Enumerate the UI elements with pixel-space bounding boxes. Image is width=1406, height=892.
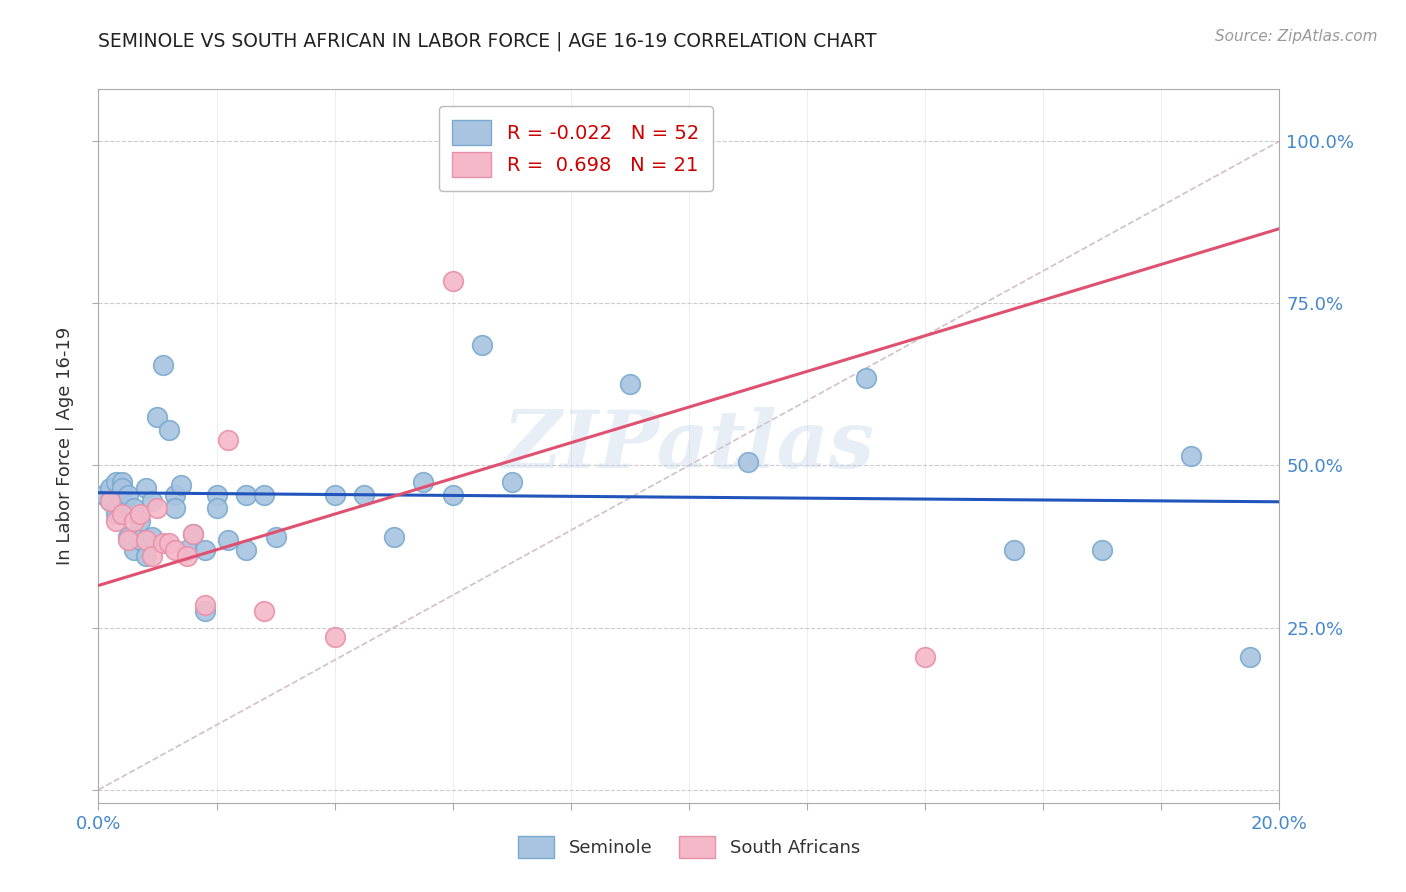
- Point: [176, 542, 198, 557]
- Point: [122, 542, 145, 557]
- Point: [353, 488, 375, 502]
- Point: [105, 514, 128, 528]
- Point: [170, 478, 193, 492]
- Point: [105, 475, 128, 489]
- Point: [1091, 542, 1114, 557]
- Point: [111, 494, 134, 508]
- Point: [141, 549, 163, 564]
- Point: [471, 338, 494, 352]
- Point: [176, 549, 198, 564]
- Point: [135, 549, 157, 564]
- Point: [619, 377, 641, 392]
- Point: [105, 500, 128, 515]
- Point: [217, 533, 239, 547]
- Point: [914, 649, 936, 664]
- Point: [98, 494, 121, 508]
- Point: [117, 530, 139, 544]
- Point: [122, 514, 145, 528]
- Point: [1239, 649, 1261, 664]
- Point: [678, 134, 700, 148]
- Point: [141, 530, 163, 544]
- Point: [135, 481, 157, 495]
- Point: [253, 488, 276, 502]
- Point: [1002, 542, 1025, 557]
- Point: [105, 507, 128, 521]
- Point: [128, 514, 150, 528]
- Legend: Seminole, South Africans: Seminole, South Africans: [510, 829, 868, 865]
- Point: [501, 475, 523, 489]
- Point: [382, 530, 405, 544]
- Point: [157, 536, 180, 550]
- Point: [165, 488, 187, 502]
- Point: [157, 423, 180, 437]
- Point: [98, 494, 121, 508]
- Point: [441, 488, 464, 502]
- Text: ZIPatlas: ZIPatlas: [503, 408, 875, 484]
- Point: [205, 488, 228, 502]
- Point: [205, 500, 228, 515]
- Point: [117, 488, 139, 502]
- Point: [323, 488, 346, 502]
- Point: [235, 488, 257, 502]
- Point: [128, 533, 150, 547]
- Point: [135, 533, 157, 547]
- Point: [217, 433, 239, 447]
- Y-axis label: In Labor Force | Age 16-19: In Labor Force | Age 16-19: [56, 326, 75, 566]
- Point: [1180, 449, 1202, 463]
- Point: [165, 500, 187, 515]
- Point: [253, 604, 276, 618]
- Point: [98, 481, 121, 495]
- Point: [152, 536, 174, 550]
- Point: [146, 500, 169, 515]
- Point: [122, 500, 145, 515]
- Point: [111, 475, 134, 489]
- Point: [441, 274, 464, 288]
- Point: [117, 533, 139, 547]
- Point: [152, 358, 174, 372]
- Point: [111, 507, 134, 521]
- Point: [855, 371, 877, 385]
- Point: [111, 481, 134, 495]
- Point: [323, 631, 346, 645]
- Point: [412, 475, 434, 489]
- Point: [181, 526, 204, 541]
- Point: [93, 488, 115, 502]
- Point: [264, 530, 287, 544]
- Text: Source: ZipAtlas.com: Source: ZipAtlas.com: [1215, 29, 1378, 44]
- Point: [194, 542, 217, 557]
- Point: [181, 526, 204, 541]
- Point: [194, 604, 217, 618]
- Point: [128, 507, 150, 521]
- Point: [737, 455, 759, 469]
- Point: [165, 542, 187, 557]
- Text: SEMINOLE VS SOUTH AFRICAN IN LABOR FORCE | AGE 16-19 CORRELATION CHART: SEMINOLE VS SOUTH AFRICAN IN LABOR FORCE…: [98, 31, 877, 51]
- Point: [194, 598, 217, 612]
- Point: [560, 134, 582, 148]
- Point: [141, 494, 163, 508]
- Point: [619, 134, 641, 148]
- Point: [146, 409, 169, 424]
- Point: [235, 542, 257, 557]
